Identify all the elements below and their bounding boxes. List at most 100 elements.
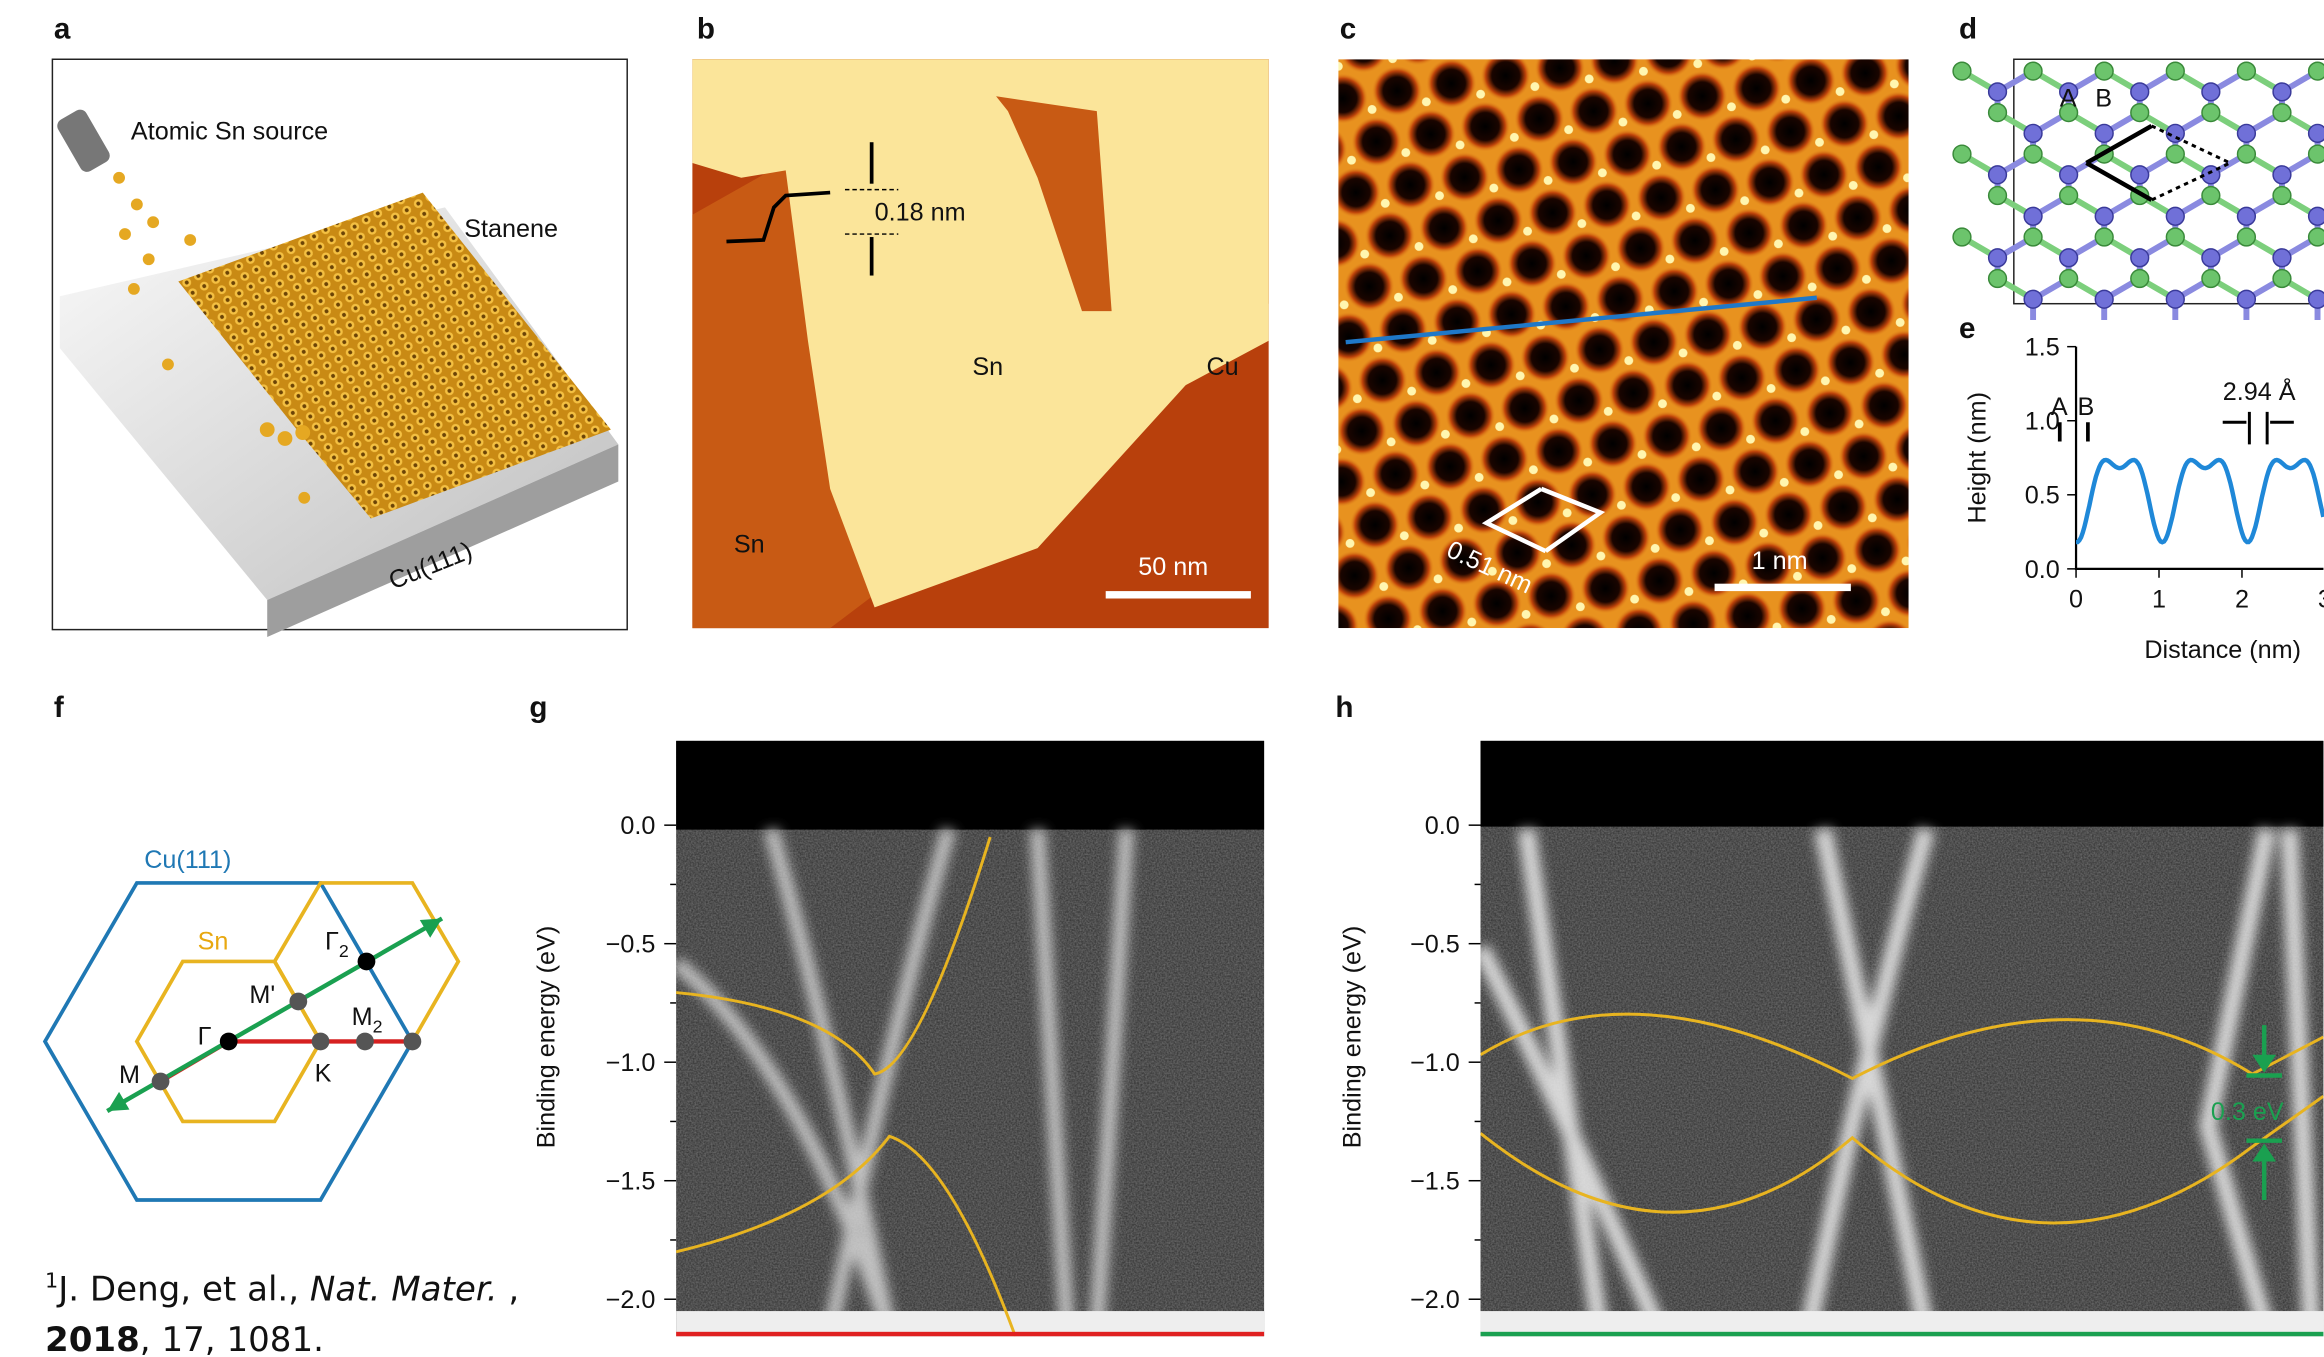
atom-b xyxy=(2202,83,2220,101)
citation: 1J. Deng, et al., Nat. Mater. , xyxy=(45,1268,519,1309)
panel-label: g xyxy=(529,691,547,724)
atom-a xyxy=(2060,187,2078,205)
point-label: M xyxy=(352,1003,373,1031)
atom-a xyxy=(2309,62,2324,80)
atom-a xyxy=(2131,270,2149,288)
atom-a xyxy=(2238,228,2256,246)
point-label: K xyxy=(315,1059,332,1087)
x-tick-label: 0 xyxy=(2069,585,2083,613)
atom-b xyxy=(2309,290,2324,308)
footnote-marker: 1 xyxy=(45,1268,58,1292)
atom-b xyxy=(2273,249,2291,267)
y-tick-label: 0.0 xyxy=(2025,556,2060,584)
volume-pages: , 17, 1081. xyxy=(140,1320,324,1357)
y-tick-label: −1.0 xyxy=(1410,1049,1460,1077)
atom-a xyxy=(2202,104,2220,122)
y-tick-label: −0.5 xyxy=(606,931,656,959)
atom-a xyxy=(2095,62,2113,80)
region-label: Sn xyxy=(972,353,1003,381)
panel-label: a xyxy=(54,13,71,46)
atom-a xyxy=(2273,187,2291,205)
atom-b xyxy=(2238,124,2256,142)
bz-label: Cu(111) xyxy=(144,846,231,874)
authors: J. Deng, et al., xyxy=(56,1270,310,1310)
step-height: 0.18 nm xyxy=(875,199,966,227)
atom-b xyxy=(2273,83,2291,101)
atom-b xyxy=(2095,207,2113,225)
y-tick-label: −1.5 xyxy=(606,1168,656,1196)
site-label: A xyxy=(2051,393,2068,421)
y-tick-label: −1.0 xyxy=(606,1049,656,1077)
panel-label: h xyxy=(1335,691,1353,724)
axis-title: Binding energy (eV) xyxy=(1339,926,1367,1148)
point-label: Γ xyxy=(325,928,339,956)
point-label: M xyxy=(119,1061,140,1089)
scale-label: 1 nm xyxy=(1752,547,1808,575)
y-tick-label: 1.5 xyxy=(2025,334,2060,362)
atom-b xyxy=(2131,83,2149,101)
atom-b xyxy=(2095,124,2113,142)
point-label: M' xyxy=(249,981,275,1009)
atom-b xyxy=(2166,290,2184,308)
atom-a xyxy=(2202,270,2220,288)
y-tick-label: −1.5 xyxy=(1410,1168,1460,1196)
atom-a xyxy=(2024,62,2042,80)
atom-a xyxy=(2024,228,2042,246)
atom-b xyxy=(2131,166,2149,184)
panel-label: c xyxy=(1340,13,1356,46)
page: a Atomic Sn source Stanene Cu(111) b 0.1… xyxy=(0,0,2324,1357)
film-label: Stanene xyxy=(464,215,558,243)
y-tick-label: 0.0 xyxy=(1425,812,1460,840)
atom-a xyxy=(2166,228,2184,246)
point-label: Γ xyxy=(198,1022,212,1050)
panel-label: b xyxy=(697,13,715,46)
atom-a xyxy=(2238,62,2256,80)
y-tick-label: −2.0 xyxy=(606,1286,656,1314)
atom-b xyxy=(2060,249,2078,267)
point-label: Γ2 xyxy=(325,928,349,961)
atom-a xyxy=(2060,270,2078,288)
atom-a xyxy=(1953,228,1971,246)
gap-label: 0.3 eV xyxy=(2211,1098,2284,1126)
atom-b xyxy=(2309,124,2324,142)
atom-a xyxy=(2202,187,2220,205)
spacing-label: 2.94 Å xyxy=(2223,376,2296,406)
figure: a Atomic Sn source Stanene Cu(111) b 0.1… xyxy=(0,0,2324,1357)
panel-label: f xyxy=(54,691,64,724)
atom-b xyxy=(2131,249,2149,267)
atom-a xyxy=(2238,145,2256,163)
atom-b xyxy=(2166,207,2184,225)
x-tick-label: 3 xyxy=(2318,585,2324,613)
atom-a xyxy=(1953,62,1971,80)
x-tick-label: 2 xyxy=(2235,585,2249,613)
atom-a xyxy=(2024,145,2042,163)
atom-b xyxy=(1989,83,2007,101)
atom-b xyxy=(2024,290,2042,308)
subscript: 2 xyxy=(373,1017,383,1037)
subscript: 2 xyxy=(339,941,349,961)
atom-a xyxy=(1953,145,1971,163)
atom-a xyxy=(2273,270,2291,288)
atom-b xyxy=(2060,166,2078,184)
x-tick-label: 1 xyxy=(2152,585,2166,613)
atom-b xyxy=(2273,166,2291,184)
region-label: Cu xyxy=(1206,353,1238,381)
separator: , xyxy=(498,1270,520,1310)
atom-a xyxy=(1989,270,2007,288)
atom-a xyxy=(2166,145,2184,163)
atom-a xyxy=(2309,145,2324,163)
atom-b xyxy=(2024,124,2042,142)
stm-image xyxy=(1338,59,1908,628)
axis-title: Distance (nm) xyxy=(2144,636,2301,664)
journal: Nat. Mater. xyxy=(310,1270,498,1310)
site-label: B xyxy=(2078,393,2095,421)
scale-label: 50 nm xyxy=(1138,553,1208,581)
atom-b xyxy=(2202,249,2220,267)
panel-label: e xyxy=(1959,312,1975,345)
point-label: M2 xyxy=(352,1003,383,1036)
atom-b xyxy=(2309,207,2324,225)
site-label: A xyxy=(2060,85,2077,113)
height-profile xyxy=(2076,460,2323,542)
panel-label: d xyxy=(1959,13,1977,46)
atom-b xyxy=(2095,290,2113,308)
